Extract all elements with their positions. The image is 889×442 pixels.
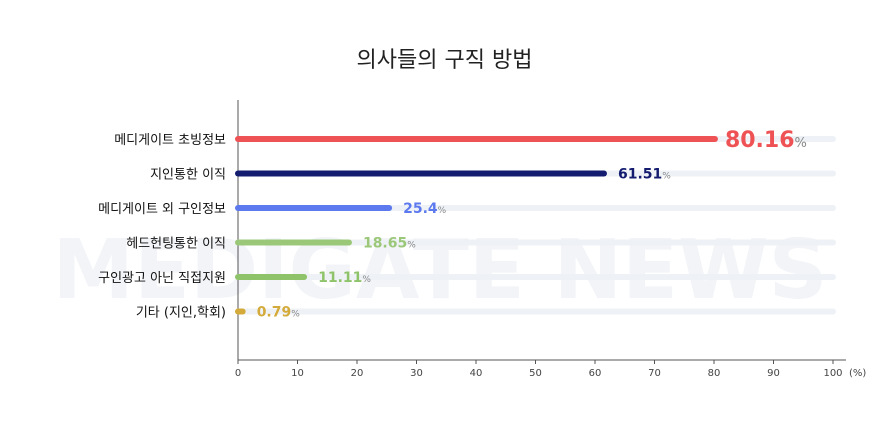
value-label: 18.65% [363,236,416,252]
category-label: 메디게이트 초빙정보 [114,133,226,148]
x-tick-label: 10 [291,368,304,379]
value-unit: % [291,310,300,320]
x-tick-label: 50 [529,368,542,379]
value-unit: % [662,172,671,182]
value-unit: % [438,206,447,216]
value-unit: % [362,275,371,285]
category-label: 구인광고 아닌 직접지원 [98,271,226,286]
x-tick-label: 70 [648,368,661,379]
x-tick-label: 20 [351,368,364,379]
category-label: 지인통한 이직 [150,168,226,183]
category-label: 메디게이트 외 구인정보 [98,202,226,217]
x-tick-label: 30 [410,368,423,379]
x-tick-label: 0 [235,368,241,379]
value-label: 80.16% [725,128,807,153]
category-label: 헤드헌팅통한 이직 [126,237,226,252]
x-tick-label: 60 [589,368,602,379]
value-label: 25.4% [403,201,447,217]
watermark: MEDIGATE NEWS [52,223,827,318]
x-axis-unit: (%) [849,368,866,379]
x-tick-label: 100 [823,368,842,379]
value-label: 11.11% [318,270,371,286]
value-label: 61.51% [618,167,671,183]
x-tick-label: 90 [767,368,780,379]
x-tick-label: 80 [708,368,721,379]
value-unit: % [407,241,416,251]
chart-title: 의사들의 구직 방법 [356,48,533,73]
category-label: 기타 (지인,학회) [136,306,226,321]
x-tick-label: 40 [470,368,483,379]
value-unit: % [795,136,807,151]
value-label: 0.79% [257,305,301,321]
